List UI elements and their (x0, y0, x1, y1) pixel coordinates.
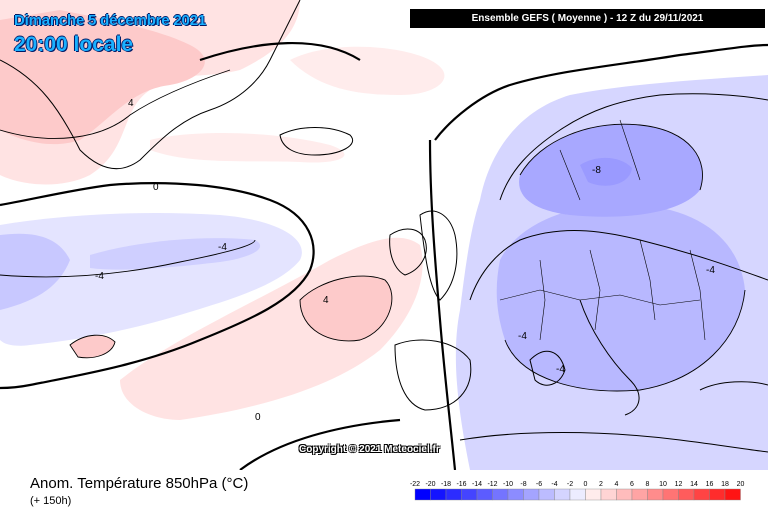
contour-label-atlantic-neg2: -4 (95, 271, 104, 282)
map-canvas: 4 0 -4 -4 4 0 -8 -4 -4 -4 Dimanche 5 déc… (0, 0, 768, 470)
legend-tick-label: 2 (599, 481, 603, 488)
anomaly-contours (0, 69, 746, 392)
legend-swatch (662, 488, 679, 501)
cold-anomaly-central-europe (496, 204, 745, 391)
contour-label-east-neg: -4 (706, 265, 715, 276)
legend-swatch (569, 488, 586, 501)
legend-swatch (600, 488, 617, 501)
warm-anomaly-greenland-core (0, 10, 205, 145)
legend-swatch (554, 488, 571, 501)
legend-swatch (709, 488, 726, 501)
legend-swatch (445, 488, 462, 501)
legend-tick-label: 4 (615, 481, 619, 488)
legend-swatch (724, 488, 741, 501)
legend-tick-label: 12 (675, 481, 683, 488)
legend-tick-label: 18 (721, 481, 729, 488)
contour-label-greenland-pos: 4 (128, 98, 134, 109)
legend-tick-label: -20 (425, 481, 435, 488)
model-run-banner: Ensemble GEFS ( Moyenne ) - 12 Z du 29/1… (410, 9, 765, 28)
lead-time-label: (+ 150h) (30, 495, 72, 507)
legend-tick-label: -10 (503, 481, 513, 488)
cold-anomaly-scandinavia-core (580, 157, 632, 186)
legend-swatch (616, 488, 633, 501)
legend-swatch (647, 488, 664, 501)
contour-label-scandinavia-neg: -8 (592, 165, 601, 176)
coastlines (0, 0, 768, 453)
legend-tick-label: -14 (472, 481, 482, 488)
legend-tick-label: -8 (520, 481, 526, 488)
legend-swatch (492, 488, 509, 501)
legend-tick-label: 8 (646, 481, 650, 488)
legend-swatch (430, 488, 447, 501)
warm-anomaly-north-atlantic (290, 46, 445, 95)
legend-swatch (476, 488, 493, 501)
legend-tick-label: -2 (567, 481, 573, 488)
legend-tick-label: -6 (536, 481, 542, 488)
legend-tick-label: -16 (456, 481, 466, 488)
warm-anomaly-iberia-offshore (300, 276, 392, 341)
temperature-anomaly-map: 4 0 -4 -4 4 0 -8 -4 -4 -4 (0, 0, 768, 470)
cold-anomaly-west-atlantic-band (90, 238, 261, 270)
zero-contours (0, 42, 768, 470)
legend-swatch (523, 488, 540, 501)
forecast-time: 20:00 locale (14, 33, 134, 56)
color-scale-legend: -22 -20 -18 -16 -14 -12 -10 -8 -6 -4 -2 0 2 4 6 8 10 12 14… (410, 481, 745, 501)
legend-tick-label: -4 (551, 481, 557, 488)
legend-swatch (461, 488, 478, 501)
cold-anomaly-west-atlantic-core (0, 233, 70, 310)
legend-swatch (538, 488, 555, 501)
legend-tick-label: 20 (737, 481, 745, 488)
legend-swatch (693, 488, 710, 501)
contour-label-europe-neg: -4 (518, 331, 527, 342)
country-borders (499, 119, 706, 341)
legend-swatch (507, 488, 524, 501)
legend-tick-label: 14 (690, 481, 698, 488)
legend-tick-label: 6 (630, 481, 634, 488)
legend-tick-label: 16 (706, 481, 714, 488)
legend-swatch (631, 488, 648, 501)
legend-swatch (585, 488, 602, 501)
legend-swatch (678, 488, 695, 501)
forecast-date: Dimanche 5 décembre 2021 (14, 12, 206, 29)
legend-swatch (414, 488, 431, 501)
warm-anomaly-small-west (70, 335, 115, 358)
footer-bar: Anom. Température 850hPa (°C) (+ 150h) -… (0, 470, 768, 512)
contour-label-iberia-pos: 4 (323, 295, 329, 306)
legend-tick-label: 0 (584, 481, 588, 488)
contour-label-greenland-zero: 0 (153, 182, 159, 193)
contour-label-atlantic-neg: -4 (218, 242, 227, 253)
field-label: Anom. Température 850hPa (°C) (30, 475, 249, 492)
legend-tick-label: -22 (410, 481, 420, 488)
legend-tick-label: -12 (487, 481, 497, 488)
legend-tick-label: 10 (659, 481, 667, 488)
warm-anomaly-iceland-band (150, 133, 345, 163)
contour-label-italy-neg: -4 (556, 364, 565, 375)
copyright-notice: Copyright © 2021 Meteociel.fr (299, 444, 440, 455)
contour-label-south-zero: 0 (255, 412, 261, 423)
legend-tick-label: -18 (441, 481, 451, 488)
